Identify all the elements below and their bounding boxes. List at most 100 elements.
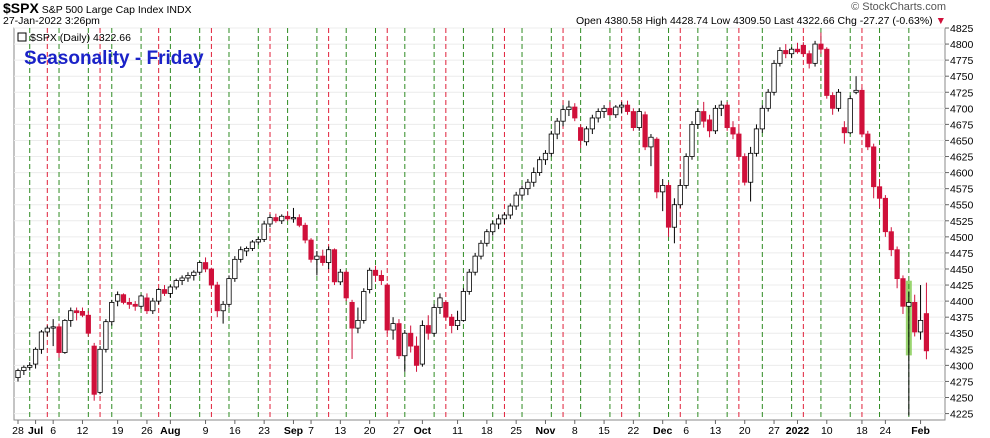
candle-body (806, 53, 812, 64)
chart-datetime: 27-Jan-2022 3:26pm (3, 15, 100, 27)
y-axis: 4225 4250 4275 4300 4325 4350 4375 4400 4425 4450… (945, 23, 974, 421)
candle-body (742, 156, 748, 183)
candle-body (138, 295, 144, 307)
candle-body (900, 278, 906, 307)
candle-body (62, 319, 68, 353)
candle-body (343, 271, 349, 299)
candle-body (630, 111, 636, 129)
candle-body (302, 224, 308, 241)
candle-body (120, 294, 127, 303)
candle-body (214, 284, 220, 312)
candle-body (74, 310, 80, 314)
x-tick-label: 26 (141, 425, 153, 437)
candle-body (566, 106, 572, 111)
candle-body (812, 43, 818, 64)
x-tick-label: 12 (77, 425, 89, 437)
symbol-label: $SPX (3, 0, 39, 16)
x-tick-label: 22 (628, 425, 640, 437)
candle-body (296, 217, 302, 226)
candle-body (314, 255, 320, 260)
candle-body (191, 271, 197, 276)
x-tick-label: Jul (28, 425, 43, 437)
candle-body (109, 301, 115, 323)
candle-body (794, 48, 801, 53)
candle-body (68, 310, 74, 321)
candle-body (408, 332, 414, 347)
x-tick-label: 7 (308, 425, 314, 437)
legend: $SPX (Daily) 4322.66 (17, 32, 131, 44)
x-tick-label: Aug (160, 425, 180, 437)
candle-body (648, 136, 654, 148)
legend-swatch (17, 32, 27, 42)
candle-body (906, 301, 912, 307)
y-tick-label: 4825 (950, 23, 974, 35)
candle-body (232, 258, 238, 280)
candle-body (337, 271, 343, 283)
candle-body (372, 269, 379, 276)
candle-body (308, 239, 314, 260)
candle-body (85, 314, 91, 334)
x-tick-label: 9 (203, 425, 209, 437)
stockcharts-logo: © StockCharts.com (851, 1, 946, 13)
candle-body (396, 323, 402, 357)
y-tick-label: 4225 (950, 409, 974, 421)
candle-body (261, 223, 267, 240)
candle-body (161, 289, 168, 294)
ohlc-values: Open 4380.58 High 4428.74 Low 4309.50 La… (575, 15, 933, 27)
x-tick-label: 18 (856, 425, 868, 437)
candle-body (542, 152, 549, 161)
y-tick-label: 4775 (950, 55, 974, 67)
candle-body (695, 111, 701, 125)
y-tick-label: 4250 (950, 393, 974, 405)
candle-body (865, 133, 871, 148)
candle-body (378, 275, 384, 281)
exchange-label: INDX (166, 4, 192, 16)
candle-body (859, 89, 865, 135)
candle-body (660, 185, 666, 193)
candle-body (519, 188, 525, 196)
ohlc-readout: Open 4380.58 High 4428.74 Low 4309.50 La… (576, 15, 946, 27)
candle-body (583, 128, 590, 143)
candle-body (847, 98, 853, 134)
change-down-icon: ▼ (935, 15, 946, 27)
x-tick-label: 27 (393, 425, 405, 437)
candle-body (349, 301, 355, 329)
candle-body (208, 268, 215, 286)
candle-body (654, 138, 660, 193)
legend-label: $SPX (Daily) 4322.66 (30, 32, 131, 44)
candle-body (771, 62, 777, 93)
candle-body (15, 370, 21, 378)
candle-body (273, 217, 279, 222)
candle-body (724, 104, 730, 129)
candle-body (624, 104, 631, 112)
x-tick-label: Nov (536, 425, 556, 437)
candle-body (384, 284, 390, 331)
candle-body (548, 133, 554, 154)
x-tick-label: 23 (258, 425, 270, 437)
candle-body (419, 325, 425, 365)
x-tick-label: 16 (229, 425, 241, 437)
x-tick-label: 10 (821, 425, 833, 437)
candle-body (689, 123, 695, 157)
candle-body (613, 106, 619, 116)
candle-body (765, 91, 771, 109)
candle-body (355, 319, 361, 329)
candle-body (818, 43, 824, 50)
candle-body (706, 119, 713, 132)
y-tick-label: 4800 (950, 39, 974, 51)
y-tick-label: 4650 (950, 135, 974, 147)
candle-body (449, 316, 455, 326)
candle-body (554, 120, 560, 135)
y-tick-label: 4525 (950, 216, 974, 228)
candle-body (871, 146, 877, 188)
y-tick-label: 4700 (950, 103, 974, 115)
y-tick-label: 4475 (950, 248, 974, 260)
candle-body (331, 249, 338, 283)
x-tick-label: 18 (481, 425, 493, 437)
y-tick-label: 4425 (950, 280, 974, 292)
candle-body (255, 239, 261, 243)
x-tick-label: Oct (414, 425, 432, 437)
x-tick-label: 2022 (786, 425, 810, 437)
candle-body (126, 301, 132, 305)
